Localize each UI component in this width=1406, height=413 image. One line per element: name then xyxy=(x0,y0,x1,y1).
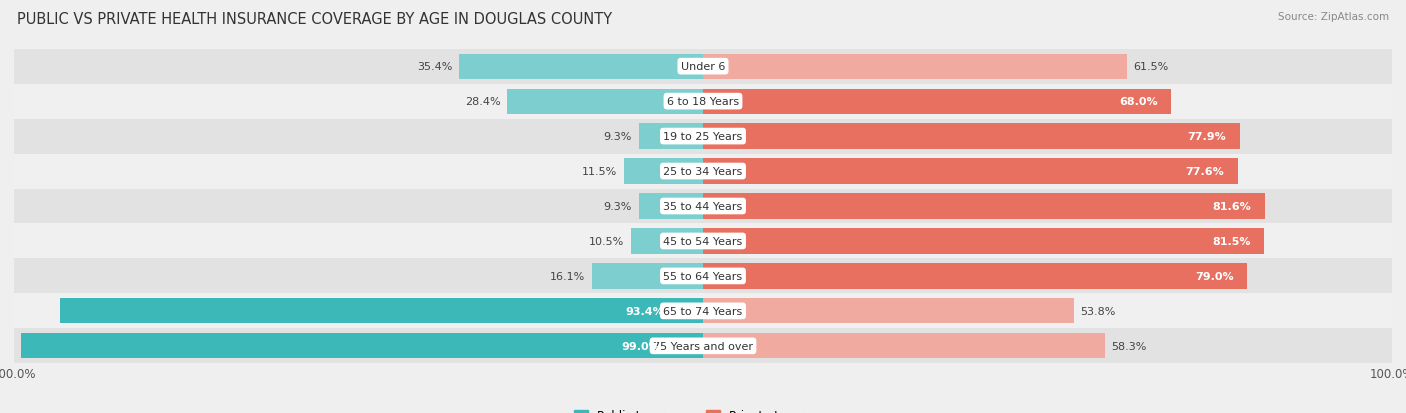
Text: 6 to 18 Years: 6 to 18 Years xyxy=(666,97,740,107)
Bar xyxy=(624,159,703,184)
Text: Under 6: Under 6 xyxy=(681,62,725,72)
Text: 16.1%: 16.1% xyxy=(550,271,585,281)
Text: 75 Years and over: 75 Years and over xyxy=(652,341,754,351)
Text: 45 to 54 Years: 45 to 54 Years xyxy=(664,236,742,247)
Bar xyxy=(14,50,1392,84)
Bar xyxy=(631,229,703,254)
Text: 65 to 74 Years: 65 to 74 Years xyxy=(664,306,742,316)
Text: Source: ZipAtlas.com: Source: ZipAtlas.com xyxy=(1278,12,1389,22)
Bar xyxy=(14,294,1392,329)
Bar xyxy=(508,89,703,114)
Text: 35.4%: 35.4% xyxy=(416,62,453,72)
Text: 11.5%: 11.5% xyxy=(582,166,617,177)
Legend: Public Insurance, Private Insurance: Public Insurance, Private Insurance xyxy=(569,404,837,413)
Text: 53.8%: 53.8% xyxy=(1081,306,1116,316)
Text: 9.3%: 9.3% xyxy=(603,132,633,142)
Bar xyxy=(460,55,703,80)
Bar xyxy=(703,89,1171,114)
Bar xyxy=(14,259,1392,294)
Bar xyxy=(14,119,1392,154)
Bar xyxy=(14,224,1392,259)
Bar xyxy=(592,263,703,289)
Text: 93.4%: 93.4% xyxy=(626,306,665,316)
Bar xyxy=(703,229,1264,254)
Text: 77.9%: 77.9% xyxy=(1187,132,1226,142)
Text: 58.3%: 58.3% xyxy=(1112,341,1147,351)
Bar xyxy=(703,263,1247,289)
Bar xyxy=(703,124,1240,150)
Text: 28.4%: 28.4% xyxy=(465,97,501,107)
Text: 68.0%: 68.0% xyxy=(1119,97,1157,107)
Text: 35 to 44 Years: 35 to 44 Years xyxy=(664,202,742,211)
Text: PUBLIC VS PRIVATE HEALTH INSURANCE COVERAGE BY AGE IN DOUGLAS COUNTY: PUBLIC VS PRIVATE HEALTH INSURANCE COVER… xyxy=(17,12,612,27)
Text: 61.5%: 61.5% xyxy=(1133,62,1168,72)
Text: 25 to 34 Years: 25 to 34 Years xyxy=(664,166,742,177)
Bar xyxy=(638,194,703,219)
Bar xyxy=(638,124,703,150)
Bar xyxy=(703,333,1105,358)
Bar xyxy=(14,154,1392,189)
Bar xyxy=(14,329,1392,363)
Text: 99.0%: 99.0% xyxy=(621,341,659,351)
Text: 81.6%: 81.6% xyxy=(1212,202,1251,211)
Bar xyxy=(21,333,703,358)
Bar xyxy=(703,159,1237,184)
Text: 81.5%: 81.5% xyxy=(1212,236,1251,247)
Text: 9.3%: 9.3% xyxy=(603,202,633,211)
Bar xyxy=(14,84,1392,119)
Bar xyxy=(14,189,1392,224)
Text: 10.5%: 10.5% xyxy=(589,236,624,247)
Bar xyxy=(703,194,1265,219)
Bar xyxy=(59,299,703,324)
Bar xyxy=(703,55,1126,80)
Text: 19 to 25 Years: 19 to 25 Years xyxy=(664,132,742,142)
Bar xyxy=(703,299,1074,324)
Text: 55 to 64 Years: 55 to 64 Years xyxy=(664,271,742,281)
Text: 77.6%: 77.6% xyxy=(1185,166,1223,177)
Text: 79.0%: 79.0% xyxy=(1195,271,1233,281)
